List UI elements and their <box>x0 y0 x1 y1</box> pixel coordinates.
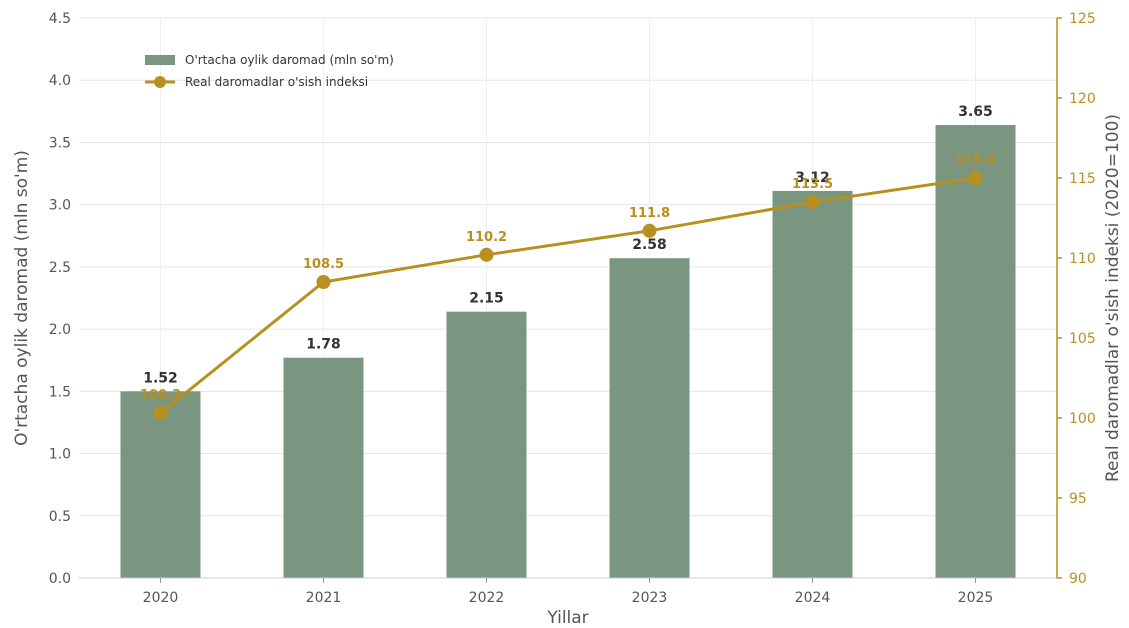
legend-bar-swatch <box>145 55 175 65</box>
legend: O'rtacha oylik daromad (mln so'm) Real d… <box>145 53 394 89</box>
y-axis-ticks: 0.0 0.5 1.0 1.5 2.0 2.5 3.0 3.5 4.0 4.5 <box>49 11 71 587</box>
bar-value-label: 2.15 <box>469 291 504 307</box>
x-tick-label: 2020 <box>143 590 179 606</box>
y-tick-label: 4.5 <box>49 11 71 27</box>
y2-tick-label: 110 <box>1069 251 1096 267</box>
bar <box>609 258 690 578</box>
bar-value-label: 3.65 <box>958 104 993 120</box>
line-series <box>153 171 983 421</box>
y2-axis-label: Real daromadlar o'sish indeksi (2020=100… <box>1103 114 1123 482</box>
bar-value-label: 2.58 <box>632 237 667 253</box>
line-point <box>316 275 331 289</box>
y-tick-label: 3.5 <box>49 135 71 151</box>
y-tick-label: 1.5 <box>49 384 71 400</box>
bar-value-label: 3.12 <box>795 170 830 186</box>
x-axis-ticks: 2020 2021 2022 2023 2024 2025 <box>143 578 994 606</box>
bar-value-label: 1.52 <box>143 370 178 386</box>
line-value-label: 115.0 <box>955 153 996 168</box>
line-point <box>805 195 820 209</box>
y-axis-label: O'rtacha oylik daromad (mln so'm) <box>12 150 32 446</box>
bar-value-labels: 1.52 1.78 2.15 2.58 3.12 3.65 <box>143 104 993 386</box>
y-tick-label: 0.5 <box>49 509 71 525</box>
y2-tick-label: 115 <box>1069 171 1096 187</box>
x-tick-label: 2024 <box>795 590 831 606</box>
y2-tick-label: 120 <box>1069 91 1096 107</box>
line-point <box>642 223 657 238</box>
line-value-label: 111.8 <box>629 206 670 221</box>
line-value-label: 110.2 <box>466 230 507 245</box>
axes <box>79 18 1058 579</box>
bar <box>772 190 853 578</box>
line-value-label: 113.5 <box>792 177 833 192</box>
line-point <box>153 406 168 421</box>
line-point <box>479 247 494 262</box>
x-tick-label: 2025 <box>958 590 994 606</box>
bar <box>283 357 364 578</box>
x-tick-label: 2022 <box>469 590 505 606</box>
bar <box>120 391 201 578</box>
y2-tick-label: 105 <box>1069 331 1096 347</box>
x-axis-label: Yillar <box>546 608 588 628</box>
y2-tick-label: 125 <box>1069 11 1096 27</box>
y-tick-label: 4.0 <box>49 73 71 89</box>
y-tick-label: 2.5 <box>49 260 71 276</box>
y-tick-label: 2.0 <box>49 322 71 338</box>
y2-tick-label: 100 <box>1069 411 1096 427</box>
legend-bar-label: O'rtacha oylik daromad (mln so'm) <box>185 53 394 67</box>
legend-line-label: Real daromadlar o'sish indeksi <box>185 75 368 89</box>
grid-lines <box>79 17 1057 579</box>
y2-tick-label: 95 <box>1069 491 1087 507</box>
line-point <box>968 171 983 185</box>
line-value-label: 108.5 <box>303 257 344 272</box>
bar-series <box>120 125 1016 579</box>
y-tick-label: 0.0 <box>49 571 71 587</box>
y2-axis-ticks: 90 95 100 105 110 115 120 125 <box>1057 11 1096 587</box>
line-value-labels: 100.3 108.5 110.2 111.8 113.5 115.0 <box>140 153 996 403</box>
bar-value-label: 1.78 <box>306 337 341 353</box>
bar <box>446 311 527 578</box>
line-value-label: 100.3 <box>140 388 181 403</box>
x-tick-label: 2021 <box>306 590 342 606</box>
x-tick-label: 2023 <box>632 590 668 606</box>
y-tick-label: 3.0 <box>49 198 71 214</box>
series-line <box>159 176 976 415</box>
y-tick-label: 1.0 <box>49 447 71 463</box>
y2-tick-label: 90 <box>1069 571 1087 587</box>
bar <box>935 125 1016 579</box>
legend-line-marker <box>154 76 166 88</box>
